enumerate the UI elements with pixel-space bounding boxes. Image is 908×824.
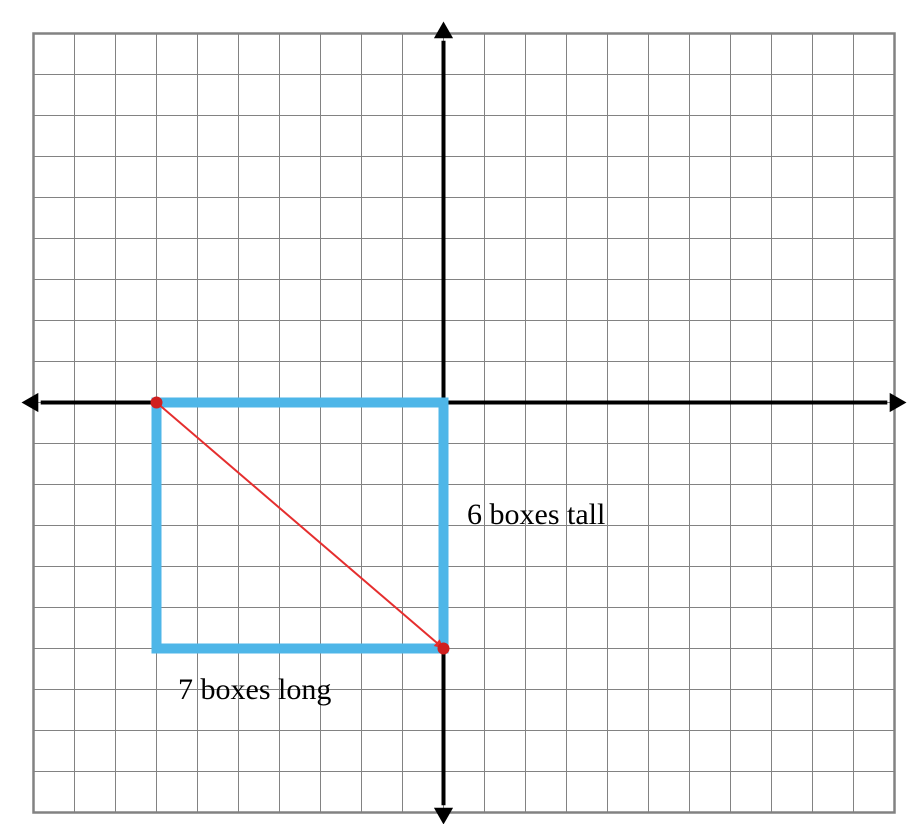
coordinate-grid [0,0,908,824]
width-annotation: 7 boxes long [178,673,331,707]
endpoint-dot-0 [151,397,163,409]
height-annotation: 6 boxes tall [467,498,605,532]
endpoint-dot-1 [438,643,450,655]
